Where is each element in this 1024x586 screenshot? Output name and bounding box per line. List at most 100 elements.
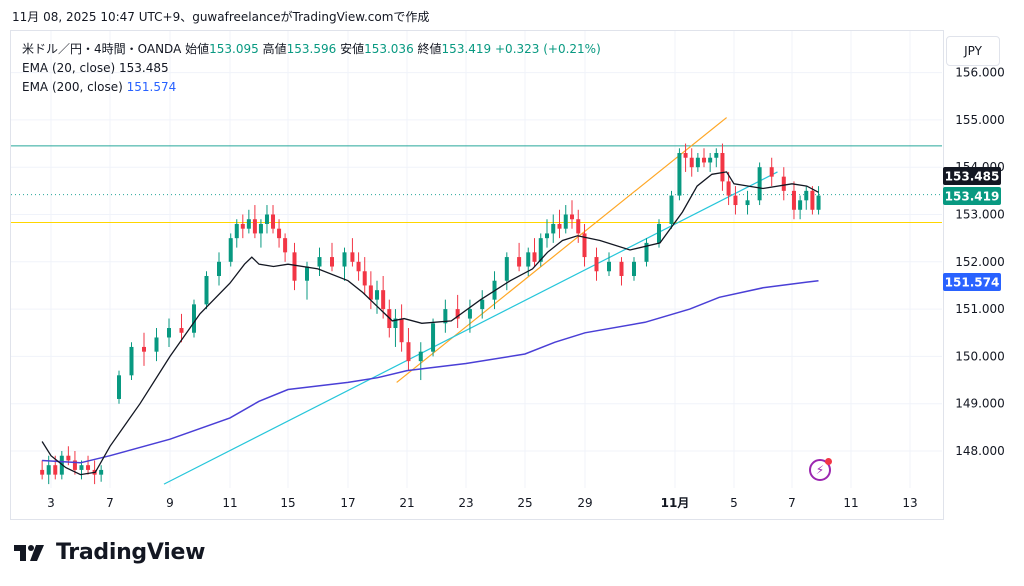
candle-body [745, 200, 750, 206]
change-value: +0.323 (+0.21%) [495, 42, 601, 56]
candle-body [292, 252, 297, 281]
candle-body [557, 223, 562, 229]
candle-body [733, 195, 738, 206]
open-label: 始値 [185, 42, 210, 56]
candle-body [66, 455, 71, 461]
candle-body [563, 214, 568, 229]
candle-body [769, 167, 774, 177]
high-label: 高値 [262, 42, 287, 56]
x-tick-label: 11 [843, 496, 858, 510]
candle-body [607, 261, 611, 272]
candle-body [368, 285, 373, 300]
candle-body [271, 214, 276, 229]
candle-body [246, 219, 251, 229]
ema20-price-label: 153.485 [945, 170, 1000, 184]
ema20-price-tag [943, 167, 1001, 185]
candle-body [551, 223, 556, 234]
candle-body [317, 257, 322, 267]
candle-body [217, 261, 221, 276]
x-tick-label: 11 [222, 496, 237, 510]
candle-body [393, 318, 398, 329]
candle-body [356, 261, 361, 272]
candle-body [570, 214, 574, 220]
candle-body [443, 309, 448, 324]
candle-body [46, 465, 51, 475]
candle-body [632, 261, 636, 276]
lightning-icon[interactable]: ⚡ [809, 458, 832, 481]
ema20-row[interactable]: EMA (20, close) 153.485 [22, 59, 601, 78]
candle-body [117, 375, 121, 399]
candle-body [418, 351, 423, 362]
y-tick-label: 150.000 [955, 349, 1005, 363]
y-tick-label: 149.000 [955, 397, 1005, 411]
candle-body [129, 346, 134, 376]
candle-body [480, 299, 485, 310]
candle-body [545, 233, 549, 239]
candle-body [179, 328, 184, 333]
candle-body [86, 465, 91, 470]
tradingview-logo: TradingView [14, 540, 205, 565]
candle-body [720, 153, 725, 182]
candle-body [689, 157, 694, 168]
y-tick-label: 156.000 [955, 66, 1005, 80]
ema20-value: 153.485 [118, 61, 169, 75]
candle-body [619, 261, 624, 276]
candle-body [204, 275, 209, 305]
candle-body [726, 181, 731, 196]
brand-name: TradingView [56, 540, 206, 565]
currency-button[interactable]: JPY [946, 36, 1000, 66]
candle-body [362, 271, 367, 286]
candle-body [264, 214, 269, 224]
cyan-trend-line [163, 171, 778, 485]
candle-body [781, 176, 786, 191]
candle-body [330, 257, 334, 267]
candle-body [431, 323, 436, 352]
candle-body [683, 153, 688, 158]
candle-body [234, 223, 239, 239]
low-value: 153.036 [364, 42, 414, 56]
close-price-label: 153.419 [945, 190, 1000, 204]
candle-body [644, 242, 649, 262]
x-tick-label: 17 [340, 496, 355, 510]
symbol-label[interactable]: 米ドル／円・4時間・OANDA [22, 42, 182, 56]
open-value: 153.095 [209, 42, 259, 56]
candle-body [669, 195, 674, 224]
chart-legend: 米ドル／円・4時間・OANDA 始値153.095 高値153.596 安値15… [22, 40, 601, 97]
candle-body [576, 219, 581, 234]
candle-body [526, 252, 531, 267]
candle-body [228, 238, 233, 262]
candle-body [375, 290, 380, 300]
ema200-price-label: 151.574 [945, 275, 1000, 289]
x-tick-label: 5 [730, 496, 738, 510]
x-tick-label: 15 [280, 496, 295, 510]
close-price-tag [943, 187, 1001, 205]
notification-dot [825, 458, 832, 465]
candle-body [53, 465, 58, 475]
x-tick-label: 11月 [661, 496, 690, 510]
candle-body [791, 190, 796, 210]
y-tick-label: 152.000 [955, 255, 1005, 269]
candle-body [504, 257, 509, 281]
ema200-price-tag [943, 272, 1001, 291]
close-value: 153.419 [441, 42, 492, 56]
y-tick-label: 151.000 [955, 302, 1005, 316]
x-tick-label: 9 [166, 496, 174, 510]
candle-body [406, 342, 411, 362]
ema200-line [42, 279, 819, 464]
candle-body [258, 223, 263, 234]
candle-body [455, 309, 460, 319]
candle-body [677, 153, 682, 196]
candle-body [532, 252, 537, 262]
candle-body [399, 318, 404, 343]
x-tick-label: 3 [47, 496, 55, 510]
candle-body [99, 469, 104, 475]
candle-body [695, 157, 700, 168]
ema20-line [41, 171, 819, 476]
candle-body [305, 266, 309, 281]
ohlc-row: 米ドル／円・4時間・OANDA 始値153.095 高値153.596 安値15… [22, 40, 601, 59]
candle-body [142, 346, 146, 352]
x-tick-label: 7 [788, 496, 796, 510]
candle-body [582, 233, 587, 258]
ema200-row[interactable]: EMA (200, close) 151.574 [22, 78, 601, 97]
